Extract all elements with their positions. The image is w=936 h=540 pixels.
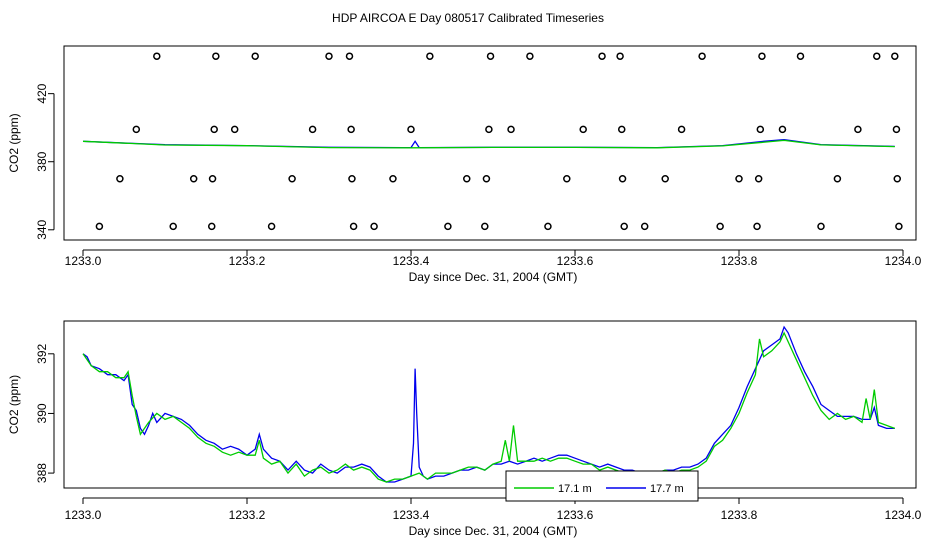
data-point <box>778 125 787 134</box>
data-point <box>169 222 177 231</box>
data-point <box>616 52 624 60</box>
x-tick-label: 1233.0 <box>65 254 102 268</box>
y-tick-label: 392 <box>35 343 49 363</box>
x-axis-label: Day since Dec. 31, 2004 (GMT) <box>409 270 578 284</box>
data-point <box>153 52 161 60</box>
y-axis-label: CO2 (ppm) <box>7 375 21 434</box>
chart-top: 1233.0 1233.2 1233.4 1233.6 1233.8 1234.0 340 3… <box>7 45 922 284</box>
data-point <box>349 222 358 231</box>
data-point <box>698 52 706 60</box>
data-point <box>544 222 552 231</box>
data-point <box>893 174 902 183</box>
data-point <box>640 222 649 231</box>
x-tick-label: 1233.8 <box>721 254 758 268</box>
data-point <box>481 222 489 231</box>
data-point <box>251 52 259 60</box>
x-tick-label: 1234.0 <box>885 254 922 268</box>
data-point <box>345 52 354 60</box>
y-tick-label: 380 <box>35 151 49 171</box>
y-tick-label: 340 <box>35 219 49 239</box>
series-line-green <box>82 139 895 149</box>
data-point <box>753 222 761 231</box>
data-point <box>482 174 491 183</box>
data-point <box>895 222 903 231</box>
data-point <box>677 125 686 134</box>
data-point <box>308 125 317 134</box>
data-point <box>288 174 296 183</box>
data-point <box>620 222 628 231</box>
x-tick-label: 1233.6 <box>557 508 594 522</box>
data-point <box>208 174 217 183</box>
data-point <box>756 125 765 134</box>
legend-box <box>505 470 699 502</box>
data-point <box>325 52 333 60</box>
data-point <box>207 222 216 231</box>
y-tick-label: 390 <box>35 403 49 423</box>
data-point <box>817 222 825 231</box>
x-tick-label: 1233.4 <box>393 508 430 522</box>
data-point <box>526 52 534 60</box>
series-line-green <box>82 331 896 483</box>
data-point <box>833 174 842 183</box>
plot-frame <box>63 45 917 241</box>
data-point <box>873 52 881 60</box>
x-tick-label: 1234.0 <box>885 508 922 522</box>
data-point <box>754 174 763 183</box>
data-point <box>463 174 471 183</box>
x-tick-label: 1233.2 <box>229 508 266 522</box>
legend-label: 17.1 m <box>558 483 592 495</box>
x-tick-label: 1233.6 <box>557 254 594 268</box>
data-point <box>617 125 626 134</box>
x-tick-label: 1233.0 <box>65 508 102 522</box>
y-axis-label: CO2 (ppm) <box>7 113 21 172</box>
data-point <box>598 52 606 60</box>
figure-title: HDP AIRCOA E Day 080517 Calibrated Times… <box>332 11 604 25</box>
data-point <box>95 222 104 231</box>
data-point <box>210 125 218 134</box>
data-point <box>892 125 901 134</box>
x-tick-label: 1233.2 <box>229 254 266 268</box>
data-point <box>661 174 669 183</box>
data-point <box>348 174 356 183</box>
data-point <box>579 125 587 134</box>
data-point <box>347 125 355 134</box>
data-point <box>507 125 515 134</box>
x-tick-label: 1233.4 <box>393 254 430 268</box>
data-point <box>444 222 452 231</box>
data-point <box>563 174 571 183</box>
chart-bottom: 1233.0 1233.2 1233.4 1233.6 1233.8 1234.0 388 3… <box>7 320 922 538</box>
data-point <box>758 52 766 60</box>
data-point <box>854 125 862 134</box>
data-point <box>891 52 899 60</box>
data-point <box>370 222 378 231</box>
data-point <box>716 222 724 231</box>
plot-frame <box>63 320 917 489</box>
y-tick-label: 420 <box>35 83 49 103</box>
data-point <box>267 222 276 231</box>
data-point <box>132 125 141 134</box>
data-point <box>389 174 397 183</box>
data-point <box>407 125 415 134</box>
data-point <box>485 125 493 134</box>
x-tick-label: 1233.8 <box>721 508 758 522</box>
data-point <box>735 174 743 183</box>
data-point <box>796 52 805 60</box>
data-point <box>212 52 220 60</box>
x-axis-label: Day since Dec. 31, 2004 (GMT) <box>409 524 578 538</box>
data-point <box>426 52 434 60</box>
legend-label: 17.7 m <box>650 483 684 495</box>
data-point <box>116 174 124 183</box>
data-point <box>486 52 495 60</box>
y-tick-label: 388 <box>35 463 49 483</box>
data-point <box>230 125 239 134</box>
data-point <box>618 174 627 183</box>
data-point <box>189 174 198 183</box>
